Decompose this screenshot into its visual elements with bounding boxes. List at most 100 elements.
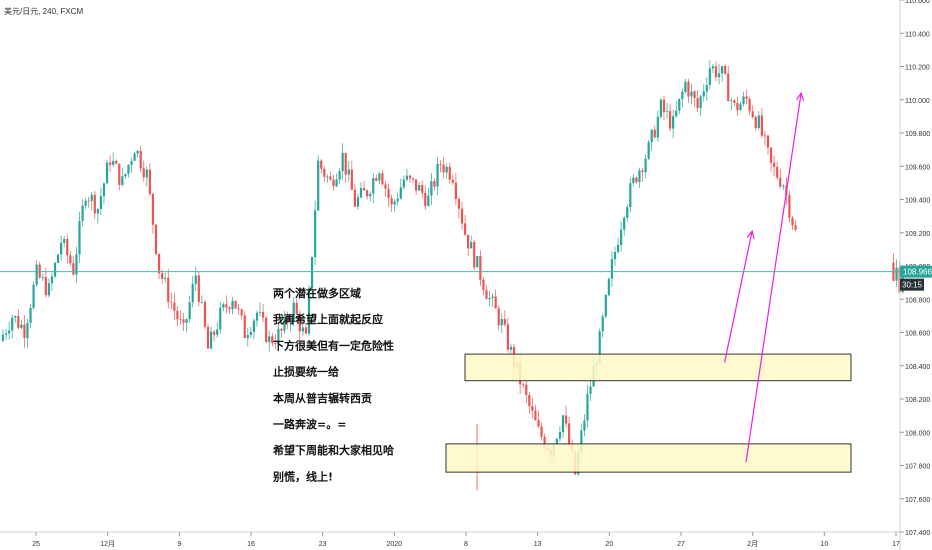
candle bbox=[225, 295, 228, 314]
candle bbox=[157, 253, 161, 280]
candle bbox=[375, 174, 378, 182]
time-axis[interactable]: 25 12月 9 16 23 2020 8 13 20 27 2月 10 17 bbox=[0, 531, 900, 548]
candle bbox=[304, 323, 308, 335]
candle bbox=[528, 391, 531, 415]
long-zone-lower[interactable] bbox=[445, 443, 852, 473]
candle bbox=[705, 77, 708, 101]
candle bbox=[63, 235, 66, 248]
symbol-title: 美元/日元, 240, FXCM bbox=[4, 6, 83, 16]
candle bbox=[721, 65, 724, 82]
price-tick-label: 109.200 bbox=[905, 231, 930, 238]
candle bbox=[268, 330, 271, 352]
candle bbox=[255, 310, 259, 327]
candle bbox=[252, 318, 256, 340]
annotation-line: 下方很美但有一定危险性 bbox=[273, 338, 394, 352]
candle bbox=[540, 422, 543, 441]
candle bbox=[115, 159, 118, 165]
trend-arrow[interactable] bbox=[724, 229, 755, 363]
candle bbox=[136, 150, 139, 158]
candle bbox=[773, 155, 776, 176]
candle bbox=[167, 268, 170, 309]
candle bbox=[488, 290, 491, 306]
candle bbox=[387, 183, 390, 208]
price-tick-label: 109.400 bbox=[905, 198, 930, 205]
candle bbox=[586, 384, 589, 428]
candle bbox=[613, 246, 617, 266]
candle bbox=[274, 334, 277, 350]
candle bbox=[47, 278, 50, 298]
time-tick-label: 8 bbox=[464, 541, 468, 548]
candle bbox=[589, 377, 592, 402]
candle bbox=[405, 168, 409, 182]
candle bbox=[659, 97, 662, 119]
candle bbox=[182, 312, 185, 332]
candle bbox=[118, 163, 121, 191]
candle bbox=[353, 183, 356, 208]
candle bbox=[396, 192, 399, 206]
countdown-label: 30:15 bbox=[902, 281, 923, 290]
candle bbox=[782, 183, 785, 190]
annotation-line: 本周从普吉辗转西贡 bbox=[273, 391, 372, 405]
candle bbox=[295, 298, 298, 315]
candle bbox=[531, 397, 534, 419]
candle bbox=[179, 310, 182, 325]
candle bbox=[124, 173, 127, 180]
candle bbox=[332, 174, 335, 191]
candle bbox=[90, 192, 93, 211]
candle bbox=[185, 318, 188, 333]
candle bbox=[188, 295, 191, 324]
candle bbox=[93, 191, 96, 220]
trend-arrow[interactable] bbox=[745, 91, 805, 463]
candle bbox=[320, 159, 323, 174]
candle bbox=[359, 182, 363, 199]
candle bbox=[75, 246, 78, 284]
candle bbox=[203, 300, 207, 329]
candle bbox=[102, 182, 106, 205]
candle bbox=[26, 318, 29, 348]
candle bbox=[638, 167, 641, 188]
candle bbox=[32, 281, 35, 310]
candle bbox=[776, 161, 779, 180]
candle bbox=[647, 140, 650, 161]
candle bbox=[727, 65, 730, 102]
candle bbox=[60, 236, 63, 261]
candle bbox=[564, 405, 568, 428]
candle bbox=[271, 332, 274, 347]
candle bbox=[139, 146, 142, 173]
candle bbox=[130, 157, 133, 173]
candle bbox=[641, 168, 644, 182]
candle bbox=[506, 317, 509, 353]
candle bbox=[213, 329, 216, 342]
candle bbox=[476, 255, 479, 268]
candle bbox=[191, 276, 194, 308]
candle bbox=[310, 256, 314, 293]
candle bbox=[620, 221, 623, 252]
candle bbox=[537, 410, 540, 428]
long-zone-upper[interactable] bbox=[464, 353, 852, 382]
candle bbox=[298, 309, 301, 341]
candle bbox=[341, 143, 344, 180]
candle bbox=[616, 237, 620, 254]
candle bbox=[427, 187, 430, 207]
candle bbox=[742, 91, 745, 107]
candle bbox=[739, 101, 742, 111]
candle bbox=[454, 172, 457, 206]
annotation-line: 希望下周能和大家相见哈 bbox=[272, 443, 394, 457]
candle bbox=[748, 96, 751, 115]
candle bbox=[197, 271, 200, 307]
candle bbox=[779, 168, 782, 189]
annotation-line: 两个潜在做多区域 bbox=[273, 286, 361, 300]
candle bbox=[626, 203, 629, 223]
candle bbox=[402, 175, 405, 190]
candle bbox=[209, 326, 213, 349]
current-price-label: 108.966 bbox=[903, 268, 932, 277]
candle bbox=[78, 211, 81, 263]
candle bbox=[164, 272, 167, 284]
candle bbox=[497, 305, 500, 331]
time-tick-label: 23 bbox=[319, 541, 327, 548]
candle bbox=[356, 193, 360, 210]
candle bbox=[151, 193, 155, 234]
candle bbox=[470, 235, 473, 249]
candle bbox=[794, 220, 797, 232]
